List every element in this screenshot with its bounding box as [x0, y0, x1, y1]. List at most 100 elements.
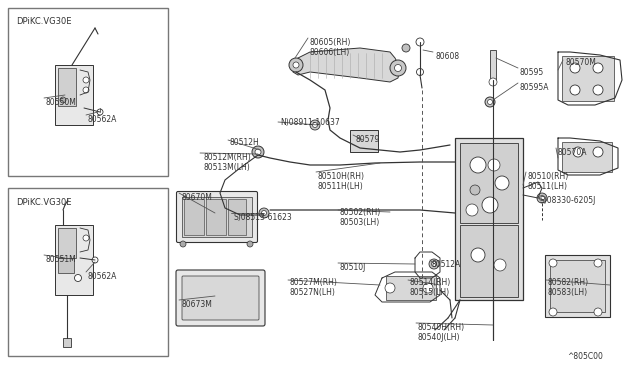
Text: 80514(RH): 80514(RH)	[410, 278, 451, 287]
Circle shape	[570, 85, 580, 95]
Text: DPiKC.VG30E: DPiKC.VG30E	[16, 198, 72, 207]
Circle shape	[416, 38, 424, 46]
Text: 80562A: 80562A	[88, 272, 117, 281]
Text: 80540J(LH): 80540J(LH)	[418, 333, 461, 342]
Circle shape	[495, 176, 509, 190]
Text: ^805C00: ^805C00	[567, 352, 603, 361]
Text: 80513M(LH): 80513M(LH)	[203, 163, 250, 172]
Circle shape	[293, 62, 299, 68]
Circle shape	[60, 97, 66, 103]
Text: DPiKC.VG30E: DPiKC.VG30E	[16, 17, 72, 26]
Text: 80550M: 80550M	[46, 98, 77, 107]
Text: 80527M(RH): 80527M(RH)	[290, 278, 338, 287]
Circle shape	[259, 208, 269, 218]
Bar	[490, 50, 496, 80]
Text: 80510(RH): 80510(RH)	[528, 172, 569, 181]
FancyBboxPatch shape	[182, 276, 259, 320]
Circle shape	[255, 149, 261, 155]
Circle shape	[429, 259, 439, 269]
Bar	[55, 65, 93, 125]
Circle shape	[470, 185, 480, 195]
Circle shape	[423, 283, 433, 293]
Circle shape	[573, 147, 583, 157]
FancyBboxPatch shape	[176, 270, 265, 326]
Circle shape	[247, 241, 253, 247]
Bar	[228, 199, 246, 235]
Circle shape	[549, 259, 557, 267]
Polygon shape	[293, 48, 400, 82]
Text: 80551M: 80551M	[46, 255, 77, 264]
Bar	[550, 260, 605, 312]
Circle shape	[385, 283, 395, 293]
Bar	[63, 338, 71, 347]
Bar	[58, 258, 74, 273]
Text: 80512H: 80512H	[230, 138, 260, 147]
Text: 80503(LH): 80503(LH)	[340, 218, 380, 227]
Text: 80608: 80608	[435, 52, 459, 61]
Circle shape	[471, 248, 485, 262]
Circle shape	[549, 308, 557, 316]
Text: 80595A: 80595A	[520, 83, 550, 92]
Text: 80527N(LH): 80527N(LH)	[290, 288, 336, 297]
Circle shape	[83, 87, 89, 93]
Circle shape	[593, 85, 603, 95]
Text: 80583(LH): 80583(LH)	[548, 288, 588, 297]
Bar	[206, 199, 226, 235]
Circle shape	[310, 120, 320, 130]
Bar	[8, 188, 168, 356]
Circle shape	[312, 122, 317, 128]
Circle shape	[417, 68, 424, 76]
Text: S)08513-61623: S)08513-61623	[233, 213, 292, 222]
Circle shape	[537, 193, 547, 203]
Bar	[455, 138, 523, 300]
Circle shape	[593, 147, 603, 157]
Circle shape	[466, 204, 478, 216]
Bar	[58, 68, 76, 106]
Circle shape	[252, 146, 264, 158]
Text: 80502(RH): 80502(RH)	[340, 208, 381, 217]
Circle shape	[83, 235, 89, 241]
Circle shape	[390, 60, 406, 76]
Circle shape	[570, 63, 580, 73]
Bar	[562, 142, 612, 172]
Circle shape	[262, 211, 266, 215]
Bar	[460, 225, 518, 297]
Circle shape	[489, 78, 497, 86]
Bar	[8, 8, 168, 176]
Text: 80605(RH): 80605(RH)	[310, 38, 351, 47]
Text: 80606(LH): 80606(LH)	[310, 48, 350, 57]
Text: 80562A: 80562A	[88, 115, 117, 124]
Circle shape	[97, 109, 103, 115]
Text: N)08911-10637: N)08911-10637	[280, 118, 340, 127]
Text: 80512M(RH): 80512M(RH)	[203, 153, 251, 162]
FancyBboxPatch shape	[177, 192, 257, 243]
Circle shape	[485, 97, 495, 107]
Bar	[350, 130, 378, 152]
Bar	[562, 56, 614, 101]
Circle shape	[180, 241, 186, 247]
Circle shape	[431, 262, 436, 266]
Text: 80511H(LH): 80511H(LH)	[318, 182, 364, 191]
Bar	[182, 197, 252, 237]
Circle shape	[488, 99, 493, 105]
Circle shape	[83, 77, 89, 83]
Circle shape	[289, 58, 303, 72]
Circle shape	[92, 257, 98, 263]
Circle shape	[540, 196, 545, 201]
Text: 80670M: 80670M	[181, 193, 212, 202]
Bar	[545, 255, 610, 317]
Text: 80582(RH): 80582(RH)	[548, 278, 589, 287]
Circle shape	[593, 63, 603, 73]
Text: 80595: 80595	[520, 68, 544, 77]
Text: 80515(LH): 80515(LH)	[410, 288, 450, 297]
Circle shape	[488, 159, 500, 171]
Text: S)08330-6205J: S)08330-6205J	[540, 196, 596, 205]
Text: 80570M: 80570M	[565, 58, 596, 67]
Circle shape	[482, 197, 498, 213]
Circle shape	[494, 259, 506, 271]
Text: 80570A: 80570A	[558, 148, 588, 157]
Circle shape	[594, 308, 602, 316]
Bar	[55, 225, 93, 295]
Circle shape	[594, 259, 602, 267]
Bar	[386, 276, 436, 300]
